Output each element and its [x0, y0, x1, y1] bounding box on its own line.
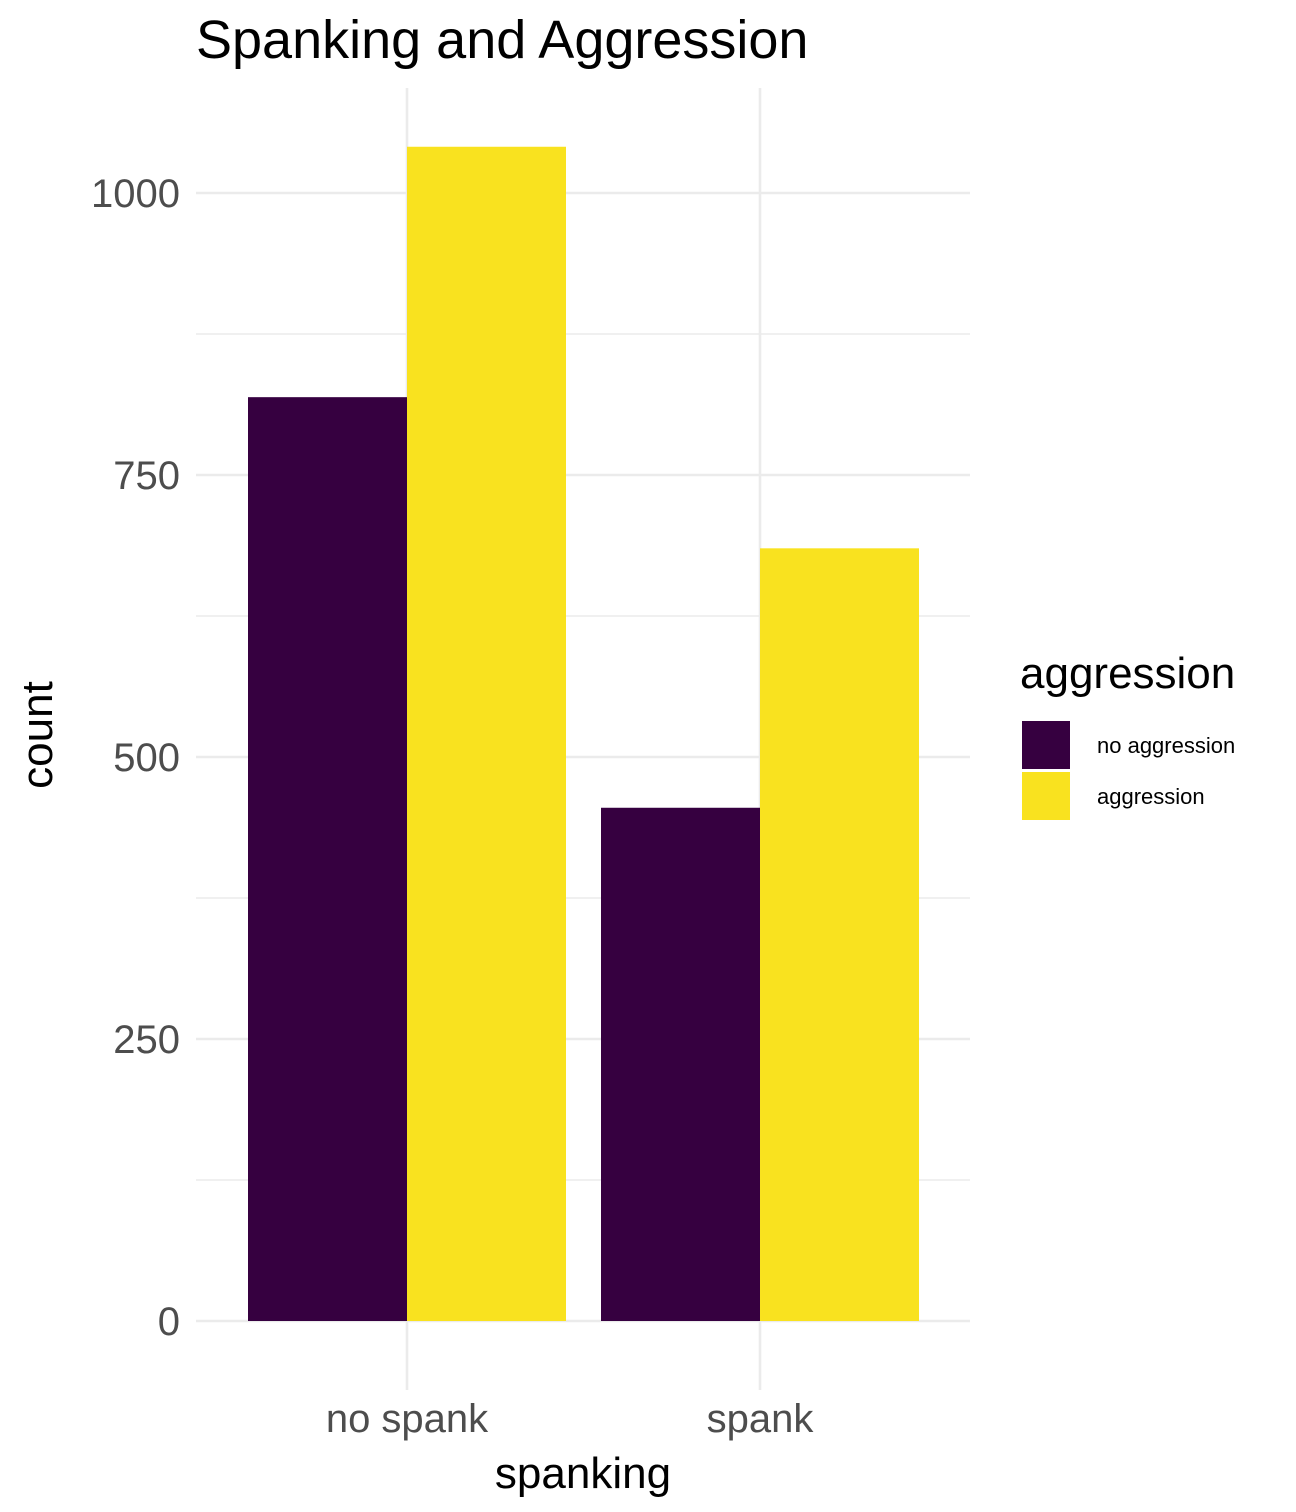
bar-spank-aggression — [760, 548, 919, 1321]
y-axis-title: count — [13, 681, 62, 789]
bar-no-spank-aggression — [407, 146, 566, 1322]
y-tick-labels: 0 250 500 750 1000 — [91, 172, 180, 1344]
bar-spank-no-aggression — [601, 807, 760, 1321]
legend-label-no-aggression: no aggression — [1097, 733, 1235, 758]
legend-swatch-aggression — [1022, 772, 1070, 820]
legend-swatch-no-aggression — [1022, 721, 1070, 769]
y-tick-label: 750 — [113, 454, 180, 498]
bars — [248, 146, 919, 1322]
x-tick-label: no spank — [326, 1397, 489, 1441]
x-tick-labels: no spank spank — [326, 1397, 815, 1441]
y-tick-label: 0 — [158, 1300, 180, 1344]
legend-title: aggression — [1020, 649, 1235, 698]
legend-items: no aggression aggression — [1022, 721, 1235, 820]
chart-title: Spanking and Aggression — [196, 10, 808, 70]
legend-label-aggression: aggression — [1097, 784, 1205, 809]
legend: aggression no aggression aggression — [1020, 649, 1235, 820]
y-tick-label: 1000 — [91, 172, 180, 216]
bar-no-spank-no-aggression — [248, 397, 407, 1322]
x-axis-title: spanking — [495, 1449, 671, 1498]
y-tick-label: 500 — [113, 736, 180, 780]
y-tick-label: 250 — [113, 1018, 180, 1062]
x-tick-label: spank — [707, 1397, 815, 1441]
